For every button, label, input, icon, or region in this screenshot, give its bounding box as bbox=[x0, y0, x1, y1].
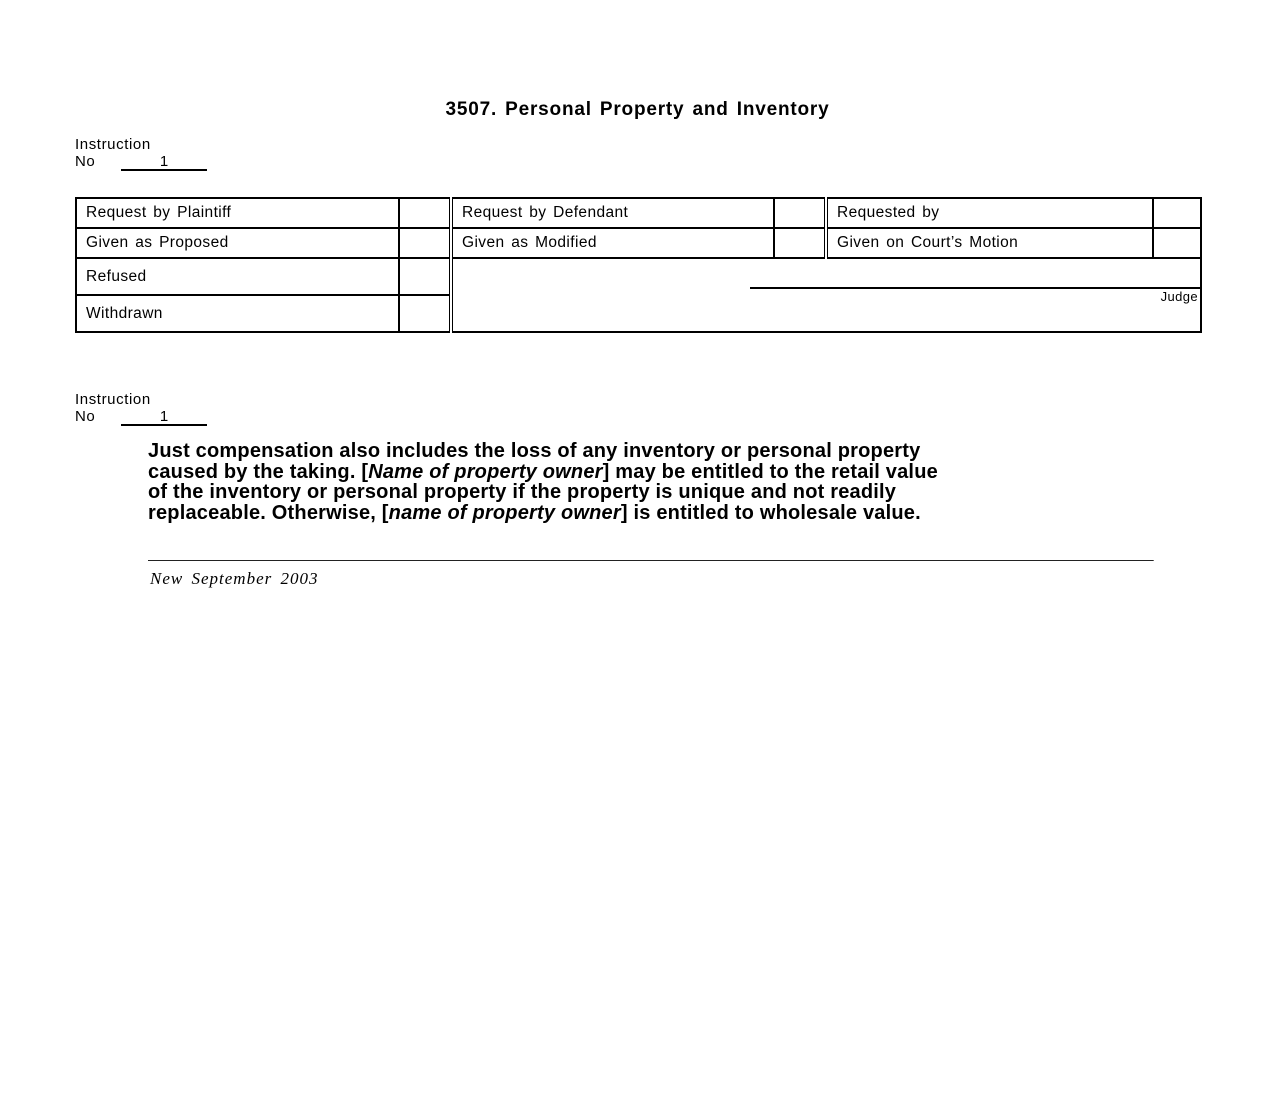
table-row: Request by Plaintiff Request by Defendan… bbox=[75, 197, 1202, 229]
paragraph-text: replaceable. Otherwise, [ bbox=[148, 501, 389, 524]
cell-request-by-plaintiff: Request by Plaintiff bbox=[75, 197, 400, 229]
checkbox-cell-request-by-plaintiff bbox=[398, 197, 452, 229]
paragraph-line: of the inventory or personal property if… bbox=[148, 481, 897, 503]
instruction-status-table: Request by Plaintiff Request by Defendan… bbox=[75, 197, 1202, 333]
judge-label: Judge bbox=[1160, 288, 1198, 304]
paragraph-line: caused by the taking. [Name of property … bbox=[148, 460, 1148, 483]
instruction-no-label: No bbox=[75, 153, 96, 170]
cell-request-by-defendant: Request by Defendant bbox=[449, 197, 775, 229]
instruction-number-block-top: Instruction No 1 bbox=[75, 136, 208, 171]
page-title: 3507. Personal Property and Inventory bbox=[445, 99, 830, 120]
table-row: Withdrawn bbox=[75, 294, 1201, 333]
instruction-label: Instruction bbox=[75, 136, 151, 153]
cell-given-as-proposed: Given as Proposed bbox=[75, 227, 400, 259]
checkbox-cell-request-by-defendant bbox=[773, 197, 827, 229]
instruction-no-label: No bbox=[75, 408, 96, 425]
instruction-label: Instruction bbox=[75, 391, 151, 408]
paragraph-text: ] is entitled to wholesale value. bbox=[620, 501, 921, 524]
instruction-no-row: No 1 bbox=[75, 408, 208, 426]
table-row: Given as Proposed Given as Modified Give… bbox=[75, 227, 1202, 259]
checkbox-cell-given-as-modified bbox=[773, 227, 827, 259]
paragraph-text: caused by the taking. [ bbox=[148, 460, 369, 483]
instruction-number-underline: 1 bbox=[121, 154, 208, 171]
checkbox-cell-withdrawn bbox=[398, 294, 452, 333]
property-owner-placeholder: name of property owner bbox=[388, 501, 621, 524]
cell-refused: Refused bbox=[75, 257, 400, 296]
cell-given-as-modified: Given as Modified bbox=[449, 227, 775, 259]
judge-signature-cell: Judge bbox=[449, 257, 1202, 333]
instruction-no-row: No 1 bbox=[75, 153, 208, 171]
checkbox-cell-requested-by bbox=[1152, 197, 1202, 229]
checkbox-cell-given-on-courts-motion bbox=[1152, 227, 1202, 259]
cell-given-on-courts-motion: Given on Court’s Motion bbox=[824, 227, 1154, 259]
instruction-number-underline: 1 bbox=[121, 409, 208, 426]
property-owner-placeholder: Name of property owner bbox=[368, 460, 603, 483]
cell-withdrawn: Withdrawn bbox=[75, 294, 400, 333]
judge-signature-area: Judge bbox=[750, 286, 1199, 304]
paragraph-line: Just compensation also includes the loss… bbox=[148, 440, 921, 462]
instruction-number-block-body: Instruction No 1 bbox=[75, 391, 208, 426]
table-row: Refused Judge bbox=[75, 257, 1202, 333]
revision-date: New September 2003 bbox=[150, 569, 319, 588]
paragraph-text: ] may be entitled to the retail value bbox=[602, 460, 938, 483]
cell-requested-by: Requested by bbox=[824, 197, 1154, 229]
footer-divider-line: ________________________________________… bbox=[148, 545, 1154, 562]
checkbox-cell-given-as-proposed bbox=[398, 227, 452, 259]
paragraph-line: replaceable. Otherwise, [name of propert… bbox=[148, 501, 1148, 524]
judge-signature-line bbox=[750, 286, 1199, 289]
instruction-paragraph: Just compensation also includes the loss… bbox=[148, 441, 1148, 523]
checkbox-cell-refused bbox=[398, 257, 452, 296]
